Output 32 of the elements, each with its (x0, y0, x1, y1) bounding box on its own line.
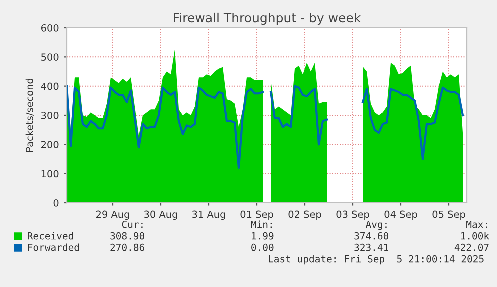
legend-label: Forwarded (28, 244, 80, 252)
x-tick-label: 03 Sep (336, 210, 370, 220)
text: 422.07 (454, 244, 489, 252)
text: Min: (251, 220, 272, 228)
text: 0.00 (252, 244, 274, 252)
y-tick-label: 100 (42, 170, 59, 178)
x-tick-label: 30 Aug (144, 210, 178, 220)
text: Avg: (366, 221, 387, 230)
legend-label: Received (28, 232, 74, 240)
text: 323.41 (354, 244, 388, 252)
y-axis-title: Packets/second (26, 78, 34, 152)
y-tick-label: 200 (42, 141, 59, 148)
y-tick-label: 600 (41, 24, 59, 32)
text: Last update: Fri Sep 5 21:00:14 2025 (269, 255, 484, 265)
x-tick-label: 04 Sep (384, 210, 418, 220)
text: 374.60 (354, 232, 389, 240)
x-tick-label: 01 Sep (240, 210, 274, 220)
text: 1.99 (252, 232, 274, 240)
x-tick-label: 29 Aug (96, 210, 130, 220)
text: Cur: (122, 220, 143, 228)
chart-title: Firewall Throughput - by week (174, 12, 362, 26)
x-tick-label: 02 Sep (288, 210, 322, 220)
y-tick-label: 500 (42, 54, 59, 61)
text: 270.86 (110, 244, 144, 252)
text: 1.00k (461, 232, 490, 240)
text: Max: (466, 221, 488, 228)
text: 308.90 (110, 232, 144, 240)
y-tick-label: 400 (41, 82, 59, 90)
x-tick-label: 05 Sep (432, 210, 466, 220)
y-tick-label: 300 (42, 112, 59, 120)
y-tick-label: 0 (54, 199, 59, 207)
x-tick-label: 31 Aug (192, 210, 226, 220)
